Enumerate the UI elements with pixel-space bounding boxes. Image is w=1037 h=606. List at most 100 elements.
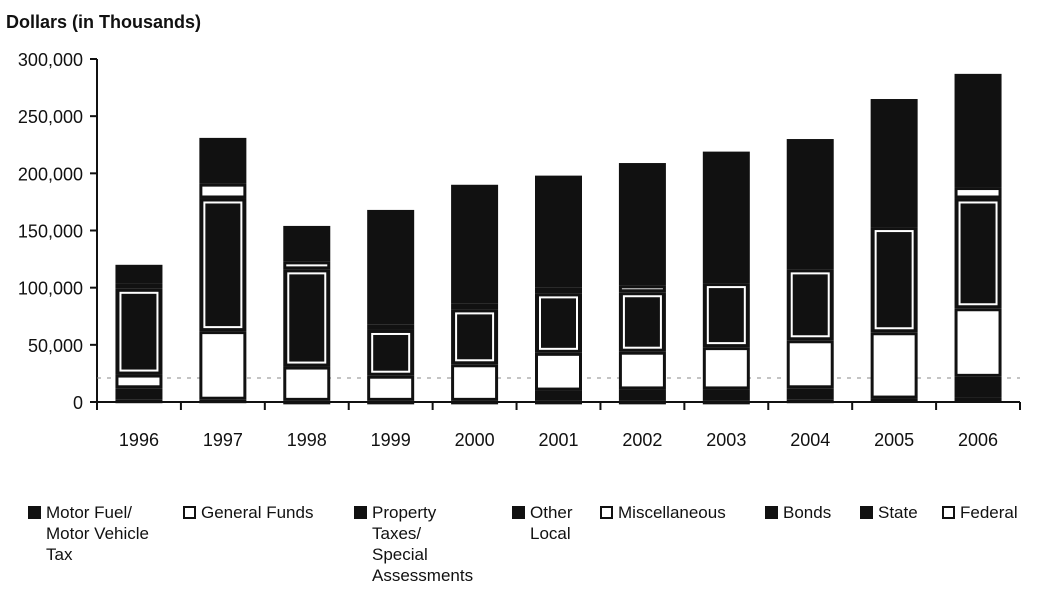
legend-label: State [878, 503, 918, 522]
bar-segment [618, 292, 666, 352]
bar-segment [702, 389, 750, 401]
legend-swatch [942, 506, 955, 519]
bar-segment [535, 352, 582, 391]
y-tick-label: 150,000 [18, 222, 83, 242]
bar-segment [786, 139, 834, 270]
bar-segment-outline [874, 230, 914, 330]
bar-segment [786, 340, 834, 389]
bar-segment [786, 269, 834, 341]
bar-segment [283, 269, 331, 367]
bar-segment [199, 331, 247, 400]
bar-segment [870, 332, 918, 399]
bar-segment [618, 163, 666, 286]
bar-segment [199, 183, 247, 199]
legend-label: Other Local [530, 503, 573, 543]
bar-segment [954, 187, 1002, 199]
legend-label: Miscellaneous [618, 503, 726, 522]
legend-item: Motor Fuel/ Motor Vehicle Tax [28, 502, 149, 565]
bar-segment [283, 225, 331, 262]
legend-swatch [600, 506, 613, 519]
bar-segment [367, 324, 415, 330]
bar-segment [954, 376, 1002, 398]
bar-segment [115, 388, 163, 400]
bar-segment [702, 151, 750, 284]
legend-label: Bonds [783, 503, 832, 522]
bar-segment [954, 308, 1002, 377]
bar-segment-outline [371, 332, 411, 373]
legend-label: Property Taxes/ Special Assessments [372, 503, 474, 585]
x-tick-label: 2005 [874, 430, 914, 450]
bar-stack [954, 73, 1002, 402]
bar-segment-outline [706, 286, 746, 345]
bar-segment [451, 303, 499, 310]
bar-segment [702, 347, 750, 390]
bar-stack [618, 163, 666, 405]
x-tick-label: 2003 [706, 430, 746, 450]
bar-segment [870, 227, 918, 333]
bar-segment-outline [455, 312, 495, 362]
bar-stack [535, 175, 582, 405]
legend-swatch [860, 506, 873, 519]
bar-segment [535, 175, 582, 288]
x-tick-label: 2006 [958, 430, 998, 450]
y-axis: 0 50,000 100,000 150,000 200,000 250,000 300,0… [18, 50, 1020, 413]
legend-item: General Funds [183, 502, 313, 523]
bar-stack [367, 209, 415, 405]
bar-segment-outline [287, 272, 327, 364]
bar-segment [786, 388, 834, 400]
stacked-bar-chart: Dollars (in Thousands) 0 50,000 100,000 150… [6, 12, 1021, 450]
bar-segment [367, 375, 415, 401]
legend-item: Other Local [512, 502, 573, 544]
bar-segment [451, 309, 499, 365]
bar-segment-outline [539, 296, 578, 350]
bar-segment [115, 264, 163, 284]
y-tick-label: 50,000 [28, 336, 83, 356]
bar-segment [451, 364, 499, 401]
bar-segment [451, 184, 499, 304]
bar-segment-outline [119, 291, 159, 372]
y-tick-label: 300,000 [18, 50, 83, 70]
bar-segment [870, 99, 918, 228]
y-tick-label: 0 [73, 393, 83, 413]
x-tick-label: 1998 [287, 430, 327, 450]
bar-segment [115, 288, 163, 375]
bar-segment [702, 283, 750, 348]
bar-segment [618, 351, 666, 390]
bar-segment-outline [790, 272, 830, 338]
legend-item: Miscellaneous [600, 502, 726, 523]
bar-segment [283, 261, 331, 270]
x-tick-label: 1996 [119, 430, 159, 450]
legend-item: Bonds [765, 502, 831, 523]
bar-segment-outline [958, 201, 998, 306]
bar-segment [535, 390, 582, 401]
bar-segment [199, 198, 247, 332]
x-tick-label: 2002 [622, 430, 662, 450]
x-axis: 1996 1997 1998 1999 2000 2001 2002 2003 2004 2005… [96, 401, 1021, 450]
bar-stack [702, 151, 750, 405]
bar-stack [283, 225, 331, 405]
bar-segment-outline [203, 201, 243, 329]
legend-label: General Funds [201, 503, 314, 522]
bar-stack [451, 184, 499, 405]
bar-segment [954, 73, 1002, 188]
x-tick-label: 2004 [790, 430, 830, 450]
y-tick-label: 250,000 [18, 107, 83, 127]
bar-segment [199, 137, 247, 184]
bar-stack [786, 139, 834, 404]
bar-segment [367, 209, 415, 325]
legend-swatch [183, 506, 196, 519]
legend-label: Federal [960, 503, 1018, 522]
bar-segment [115, 374, 163, 389]
x-tick-label: 1997 [203, 430, 243, 450]
legend: Motor Fuel/ Motor Vehicle Tax General Fun… [0, 502, 1037, 602]
y-axis-label: Dollars (in Thousands) [6, 12, 201, 32]
bar-stack [115, 264, 163, 404]
bar-segment [618, 389, 666, 401]
bar-segment [115, 283, 163, 289]
bar-segment [870, 398, 918, 403]
bar-segment [283, 366, 331, 401]
bar-stack [199, 137, 247, 404]
legend-swatch [28, 506, 41, 519]
bar-segment [618, 285, 666, 293]
y-tick-label: 200,000 [18, 164, 83, 184]
